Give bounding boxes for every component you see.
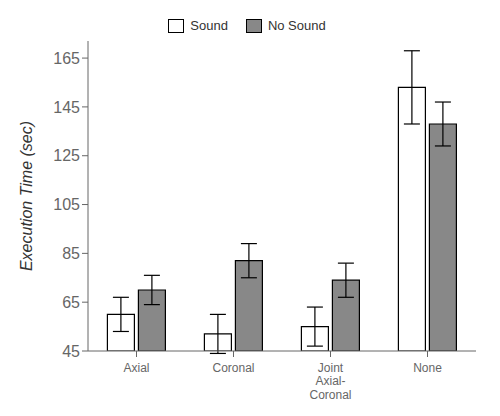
svg-text:JointAxial-Coronal: JointAxial-Coronal xyxy=(309,361,351,403)
html-text:Sound: Sound xyxy=(190,18,228,33)
svg-text:None: None xyxy=(413,361,442,375)
svg-text:Axial: Axial xyxy=(123,361,149,375)
svg-text:145: 145 xyxy=(53,99,80,116)
svg-text:165: 165 xyxy=(53,50,80,67)
svg-text:Coronal: Coronal xyxy=(212,361,254,375)
svg-text:65: 65 xyxy=(62,294,80,311)
svg-text:85: 85 xyxy=(62,245,80,262)
html-text:No Sound: No Sound xyxy=(267,18,326,33)
svg-text:105: 105 xyxy=(53,196,80,213)
svg-text:Execution Time (sec): Execution Time (sec) xyxy=(18,121,35,271)
svg-text:45: 45 xyxy=(62,343,80,360)
svg-text:125: 125 xyxy=(53,147,80,164)
